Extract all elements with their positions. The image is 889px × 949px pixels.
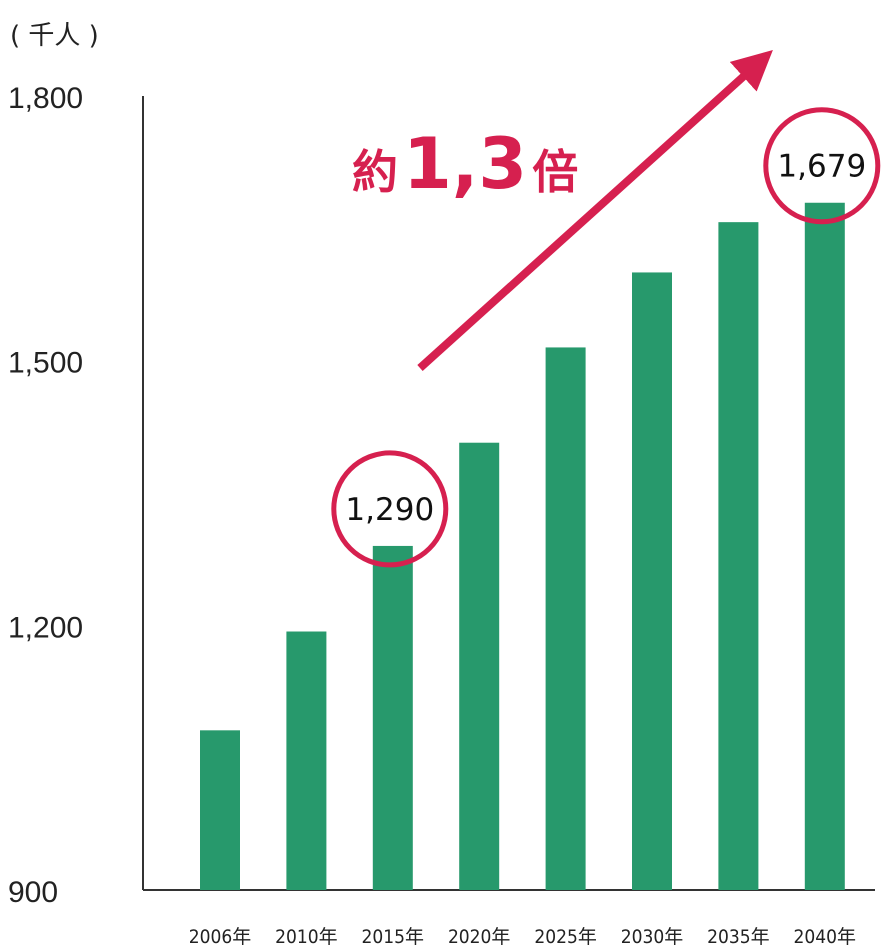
x-tick-label: 2025年 [534,926,597,948]
bars [200,202,845,890]
bar [372,545,413,890]
x-tick-label: 2020年 [448,926,511,948]
highlight-circle [331,450,449,568]
data-label: 1,290 [345,492,434,528]
highlight-circle [763,107,881,225]
y-tick-label: 1,800 [8,82,83,115]
data-label: 1,679 [777,149,866,185]
y-tick-label: 1,200 [8,611,83,644]
y-axis-unit-label: ( 千人 ) [10,21,99,51]
bar [718,222,759,890]
x-tick-label: 2006年 [189,926,252,948]
x-tick-labels: 2006年 2010年 2015年 2020年 2025年 2030年 2035年 2040年 [189,926,856,948]
bar [545,347,586,890]
x-tick-label: 2030年 [621,926,684,948]
bar [200,730,240,890]
x-tick-label: 2015年 [362,926,425,948]
trend-arrow [417,49,773,371]
bar [286,631,327,890]
x-tick-label: 2035年 [707,926,770,948]
growth-annotation: 約 1,3 倍 [352,123,578,205]
bar [804,202,845,890]
bar [632,272,672,890]
growth-suffix: 倍 [532,145,578,199]
y-tick-label: 900 [8,876,58,909]
bar [459,442,500,890]
x-tick-label: 2010年 [275,926,338,948]
x-tick-label: 2040年 [794,926,857,948]
growth-value: 1,3 [403,123,527,205]
growth-prefix: 約 [352,145,398,199]
y-tick-label: 1,500 [8,347,83,380]
y-tick-labels: 900 1,200 1,500 1,800 [8,82,83,909]
highlight-circles: 1,290 1,679 [331,107,881,568]
